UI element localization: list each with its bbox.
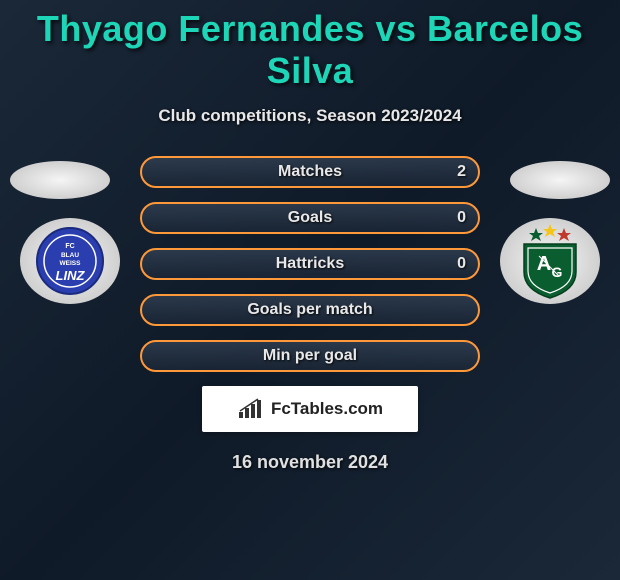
stat-label: Hattricks bbox=[276, 255, 344, 273]
comparison-subtitle: Club competitions, Season 2023/2024 bbox=[0, 106, 620, 126]
stat-right-value: 0 bbox=[457, 255, 466, 273]
stat-right-value: 0 bbox=[457, 209, 466, 227]
player-silhouette-right bbox=[510, 161, 610, 199]
stat-label: Goals per match bbox=[247, 301, 372, 319]
club-logo-right-icon: A G bbox=[514, 222, 586, 300]
stat-row-goals: Goals 0 bbox=[140, 202, 480, 234]
stat-label: Matches bbox=[278, 163, 342, 181]
branding-text: FcTables.com bbox=[271, 399, 383, 419]
chart-icon bbox=[237, 398, 265, 420]
stat-row-min-per-goal: Min per goal bbox=[140, 340, 480, 372]
svg-text:G: G bbox=[552, 264, 563, 280]
stat-label: Goals bbox=[288, 209, 332, 227]
stat-row-goals-per-match: Goals per match bbox=[140, 294, 480, 326]
stat-label: Min per goal bbox=[263, 347, 357, 365]
club-badge-right: A G bbox=[500, 218, 600, 304]
svg-text:FC: FC bbox=[65, 243, 74, 250]
svg-text:BLAU: BLAU bbox=[61, 252, 79, 259]
comparison-date: 16 november 2024 bbox=[0, 452, 620, 473]
club-badge-left: FC BLAU WEISS LINZ bbox=[20, 218, 120, 304]
stat-row-matches: Matches 2 bbox=[140, 156, 480, 188]
stat-row-hattricks: Hattricks 0 bbox=[140, 248, 480, 280]
comparison-main: FC BLAU WEISS LINZ A G Matches 2 bbox=[0, 156, 620, 473]
branding-box: FcTables.com bbox=[202, 386, 418, 432]
stat-right-value: 2 bbox=[457, 163, 466, 181]
svg-text:LINZ: LINZ bbox=[56, 268, 86, 283]
svg-text:WEISS: WEISS bbox=[60, 260, 82, 267]
player-silhouette-left bbox=[10, 161, 110, 199]
stat-rows: Matches 2 Goals 0 Hattricks 0 Goals per … bbox=[140, 156, 480, 372]
comparison-title: Thyago Fernandes vs Barcelos Silva bbox=[0, 0, 620, 92]
club-logo-left-icon: FC BLAU WEISS LINZ bbox=[35, 226, 105, 296]
